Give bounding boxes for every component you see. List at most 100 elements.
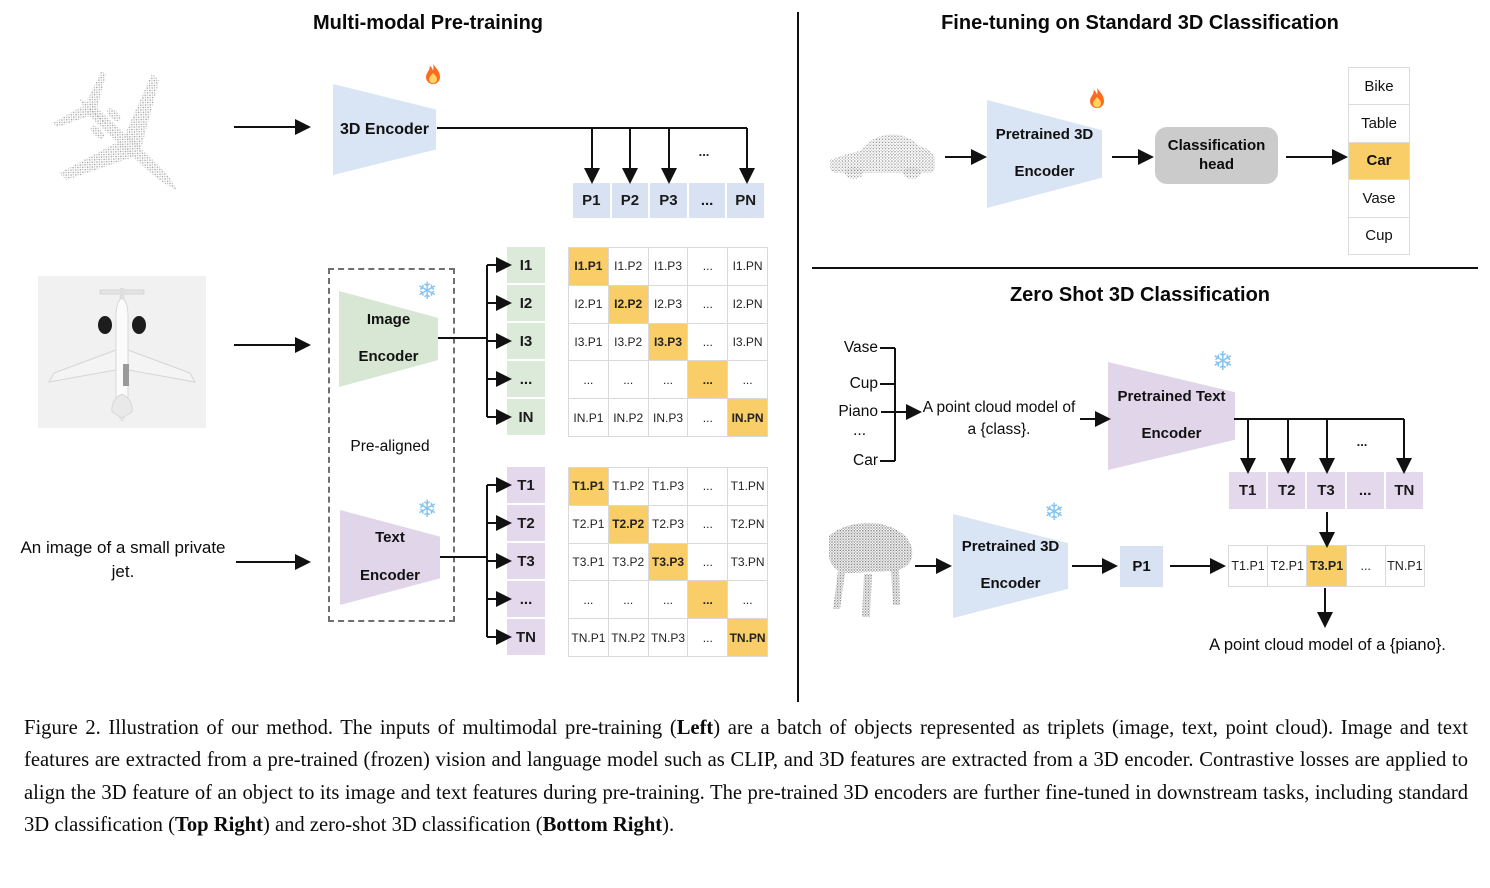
matrix-cell: I2.PN <box>728 285 767 323</box>
matrix-cell: ... <box>688 543 728 581</box>
i-cell: I1 <box>507 247 545 283</box>
caption-bold-segment: Left <box>676 717 714 739</box>
pretrained-3d-encoder-label: Pretrained 3D Encoder <box>995 125 1094 181</box>
prealigned-label: Pre-aligned <box>350 438 430 455</box>
p-feature-row: P1 P2 P3... PN <box>573 183 764 218</box>
class-cell-vase: Vase <box>1349 180 1409 217</box>
figure-caption: Figure 2. Illustration of our method. Th… <box>24 712 1468 842</box>
pretrained-3d-encoder-zs-label: Pretrained 3D Encoder <box>961 537 1060 593</box>
matrix-cell: I3.P2 <box>608 323 648 361</box>
matrix-cell: TN.P2 <box>608 619 648 656</box>
p-cell: P3 <box>650 183 687 218</box>
image-text-caption: An image of a small private jet. <box>20 538 226 581</box>
classification-result-list: Bike Table Car Vase Cup <box>1348 67 1410 255</box>
zs-class-car: Car <box>853 452 878 469</box>
t-cell: T1 <box>507 467 545 503</box>
bottom-right-title: Zero Shot 3D Classification <box>1009 284 1271 306</box>
matrix-cell: I3.P3 <box>648 323 688 361</box>
matrix-cell: T2.P2 <box>608 505 648 543</box>
similarity-cell: T3.P1 <box>1307 546 1346 586</box>
encoder-3d-trapezoid: 3D Encoder <box>333 84 436 175</box>
matrix-cell: ... <box>648 581 688 619</box>
snowflake-icon: ❄ <box>417 278 438 305</box>
matrix-cell: ... <box>569 581 608 619</box>
matrix-cell: ... <box>688 285 728 323</box>
matrix-cell: ... <box>688 399 728 436</box>
matrix-cell: IN.P2 <box>608 399 648 436</box>
matrix-cell: I1.PN <box>728 248 767 285</box>
t-cell: ... <box>507 581 545 617</box>
zs-class-piano: Piano <box>838 403 878 420</box>
matrix-cell: ... <box>688 468 728 505</box>
t-cell: T1 <box>1229 472 1267 509</box>
vertical-divider <box>797 12 799 702</box>
matrix-cell: ... <box>648 361 688 399</box>
prealigned-dashed-box <box>328 268 455 622</box>
matrix-cell: ... <box>569 361 608 399</box>
fire-icon <box>426 63 440 85</box>
pretrained-text-encoder-label: Pretrained Text Encoder <box>1117 387 1226 443</box>
matrix-cell: T1.P3 <box>648 468 688 505</box>
caption-bold-segment: Bottom Right <box>542 814 663 837</box>
matrix-cell: ... <box>608 361 648 399</box>
matrix-cell: I3.P1 <box>569 323 608 361</box>
similarity-cell: T1.P1 <box>1229 546 1268 586</box>
matrix-cell: TN.PN <box>728 619 767 656</box>
matrix-cell: IN.P1 <box>569 399 608 436</box>
p-cell: PN <box>727 183 764 218</box>
matrix-cell: ... <box>688 248 728 285</box>
airplane-point-cloud <box>52 70 178 191</box>
matrix-cell: T2.P3 <box>648 505 688 543</box>
piano-point-cloud <box>829 522 913 617</box>
image-encoder-label: Image Encoder <box>358 310 419 366</box>
p-cell: P2 <box>611 183 649 218</box>
class-cell-cup: Cup <box>1349 217 1409 254</box>
branch-ellipsis: ... <box>1356 434 1368 449</box>
matrix-cell: T3.P2 <box>608 543 648 581</box>
matrix-cell: ... <box>688 361 728 399</box>
matrix-cell: I3.PN <box>728 323 767 361</box>
class-cell-bike: Bike <box>1349 68 1409 105</box>
caption-bold-segment: Top Right <box>174 814 263 837</box>
i-cell: ... <box>507 361 545 397</box>
zero-shot-similarity-row: T1.P1 T2.P1 T3.P1... TN.P1 <box>1228 545 1425 587</box>
text-encoder-label: Text Encoder <box>359 529 420 584</box>
t-cell: ... <box>1346 472 1384 509</box>
fire-icon <box>1090 87 1104 109</box>
t-feature-row: T1 T2 T3... TN <box>1229 472 1423 509</box>
class-cell-table: Table <box>1349 105 1409 142</box>
pretrained-text-encoder-trapezoid: Pretrained Text Encoder <box>1108 362 1235 470</box>
matrix-cell: T2.P1 <box>569 505 608 543</box>
similarity-cell: ... <box>1346 546 1385 586</box>
matrix-cell: T3.P3 <box>648 543 688 581</box>
matrix-cell: IN.PN <box>728 399 767 436</box>
i-feature-column: I1 I2 I3... IN <box>507 247 545 435</box>
matrix-cell: I2.P1 <box>569 285 608 323</box>
t-cell: T3 <box>1307 472 1345 509</box>
matrix-cell: T1.P2 <box>608 468 648 505</box>
car-point-cloud <box>830 134 935 179</box>
matrix-cell: ... <box>608 581 648 619</box>
caption-segment: ). <box>662 814 675 837</box>
i-cell: I2 <box>507 285 545 321</box>
snowflake-icon: ❄ <box>417 496 438 523</box>
matrix-cell: T1.P1 <box>569 468 608 505</box>
horizontal-divider <box>812 267 1478 269</box>
matrix-cell: I2.P3 <box>648 285 688 323</box>
matrix-cell: T3.PN <box>728 543 767 581</box>
classification-head-box: Classification head <box>1155 127 1278 184</box>
matrix-cell: T1.PN <box>728 468 767 505</box>
t-cell: TN <box>507 619 545 655</box>
zs-class-ellipsis: ... <box>853 422 866 439</box>
similarity-cell: TN.P1 <box>1385 546 1424 586</box>
p-cell: P1 <box>573 183 610 218</box>
matrix-cell: ... <box>728 361 767 399</box>
matrix-cell: TN.P1 <box>569 619 608 656</box>
caption-segment: ) are a batch of objects represented as … <box>24 717 1468 837</box>
matrix-cell: TN.P3 <box>648 619 688 656</box>
i-cell: IN <box>507 399 545 435</box>
zs-class-vase: Vase <box>843 339 878 356</box>
matrix-cell: ... <box>688 581 728 619</box>
classification-head-label: Classification head <box>1167 136 1266 173</box>
matrix-cell: ... <box>728 581 767 619</box>
